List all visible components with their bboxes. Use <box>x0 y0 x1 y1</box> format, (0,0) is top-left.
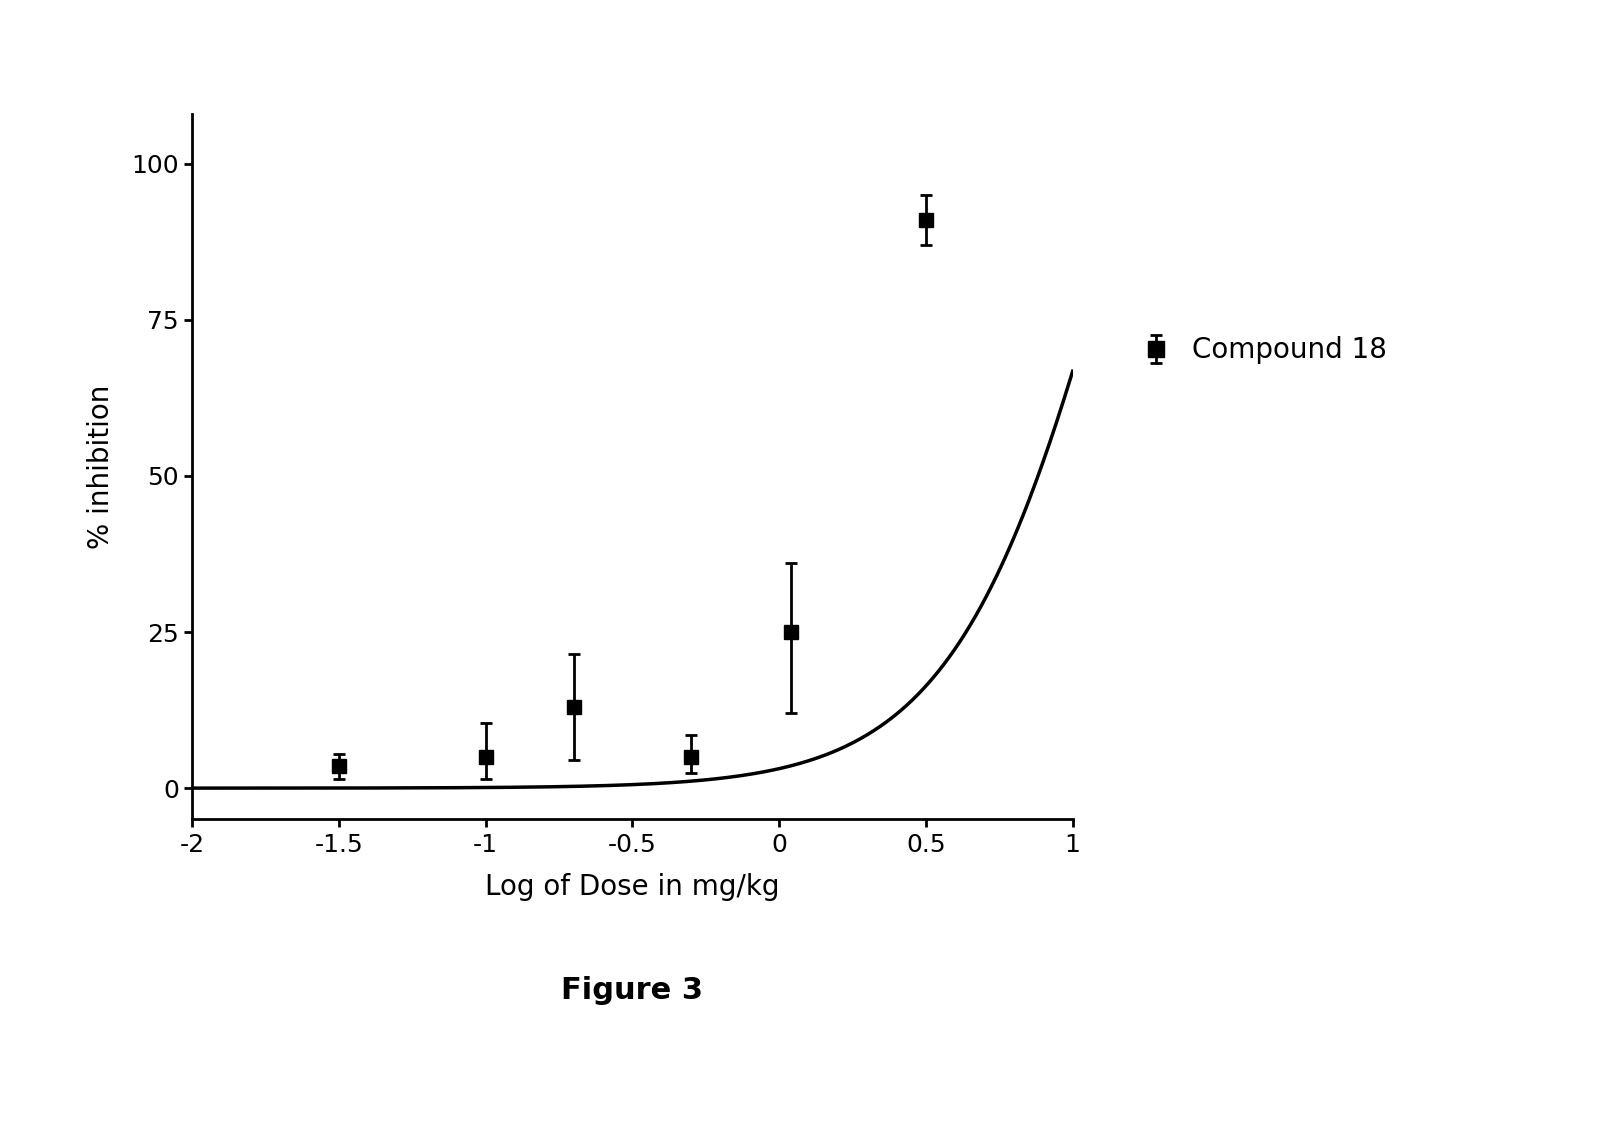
Legend: Compound 18: Compound 18 <box>1130 325 1398 376</box>
Y-axis label: % inhibition: % inhibition <box>86 385 115 549</box>
Text: Figure 3: Figure 3 <box>562 975 703 1005</box>
X-axis label: Log of Dose in mg/kg: Log of Dose in mg/kg <box>485 873 780 901</box>
